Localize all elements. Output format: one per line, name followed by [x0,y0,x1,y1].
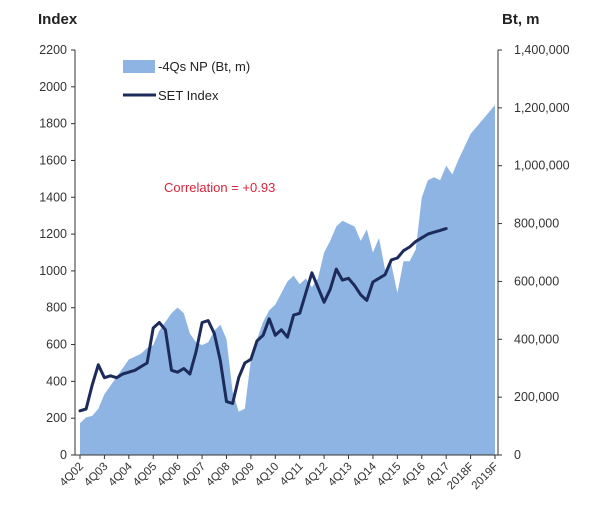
legend-label-line: SET Index [158,88,219,103]
right-tick-label: 1,400,000 [514,43,570,57]
left-tick-label: 400 [46,374,67,388]
x-tick-label: 4Q13 [326,461,354,489]
x-tick-label: 4Q04 [107,460,136,489]
x-tick-label: 4Q15 [375,461,403,489]
right-tick-label: 400,000 [514,332,559,346]
x-tick-label: 4Q11 [278,461,306,489]
legend-label-area: -4Qs NP (Bt, m) [158,59,250,74]
correlation-annotation: Correlation = +0.93 [164,180,275,195]
left-tick-label: 1800 [39,117,67,131]
legend: -4Qs NP (Bt, m) SET Index [123,59,250,103]
legend-swatch-area [123,60,155,73]
x-tick-label: 4Q06 [155,461,183,489]
x-tick-label: 4Q09 [229,461,257,489]
x-tick-label: 4Q03 [82,461,110,489]
right-tick-label: 200,000 [514,390,559,404]
right-tick-label: 600,000 [514,274,559,288]
x-tick-label: 4Q16 [400,461,428,489]
left-tick-label: 0 [60,448,67,462]
right-tick-label: 800,000 [514,217,559,231]
left-tick-label: 1600 [39,153,67,167]
x-tick-label: 4Q07 [180,461,208,489]
x-tick-label: 4Q02 [58,461,86,489]
x-tick-label: 4Q12 [302,461,330,489]
x-tick-label: 4Q14 [351,460,380,489]
left-tick-label: 600 [46,338,67,352]
left-tick-label: 1400 [39,190,67,204]
right-tick-label: 1,200,000 [514,101,570,115]
x-tick-label: 4Q05 [131,461,159,489]
set-index-line-layer [78,227,448,413]
left-tick-label: 2200 [39,43,67,57]
right-tick-label: 0 [514,448,521,462]
x-tick-label: 4Q10 [253,461,281,489]
set-index-line [78,227,448,413]
left-axis-title: Index [38,11,78,28]
np-area [80,105,495,455]
left-tick-label: 200 [46,411,67,425]
left-tick-label: 1200 [39,227,67,241]
left-tick-label: 2000 [39,80,67,94]
right-axis-title: Bt, m [502,11,540,28]
x-tick-label: 2019F [470,461,502,493]
x-tick-label: 4Q08 [204,461,232,489]
right-tick-label: 1,000,000 [514,159,570,173]
np-area-layer [80,105,495,455]
left-tick-label: 1000 [39,264,67,278]
left-tick-label: 800 [46,301,67,315]
